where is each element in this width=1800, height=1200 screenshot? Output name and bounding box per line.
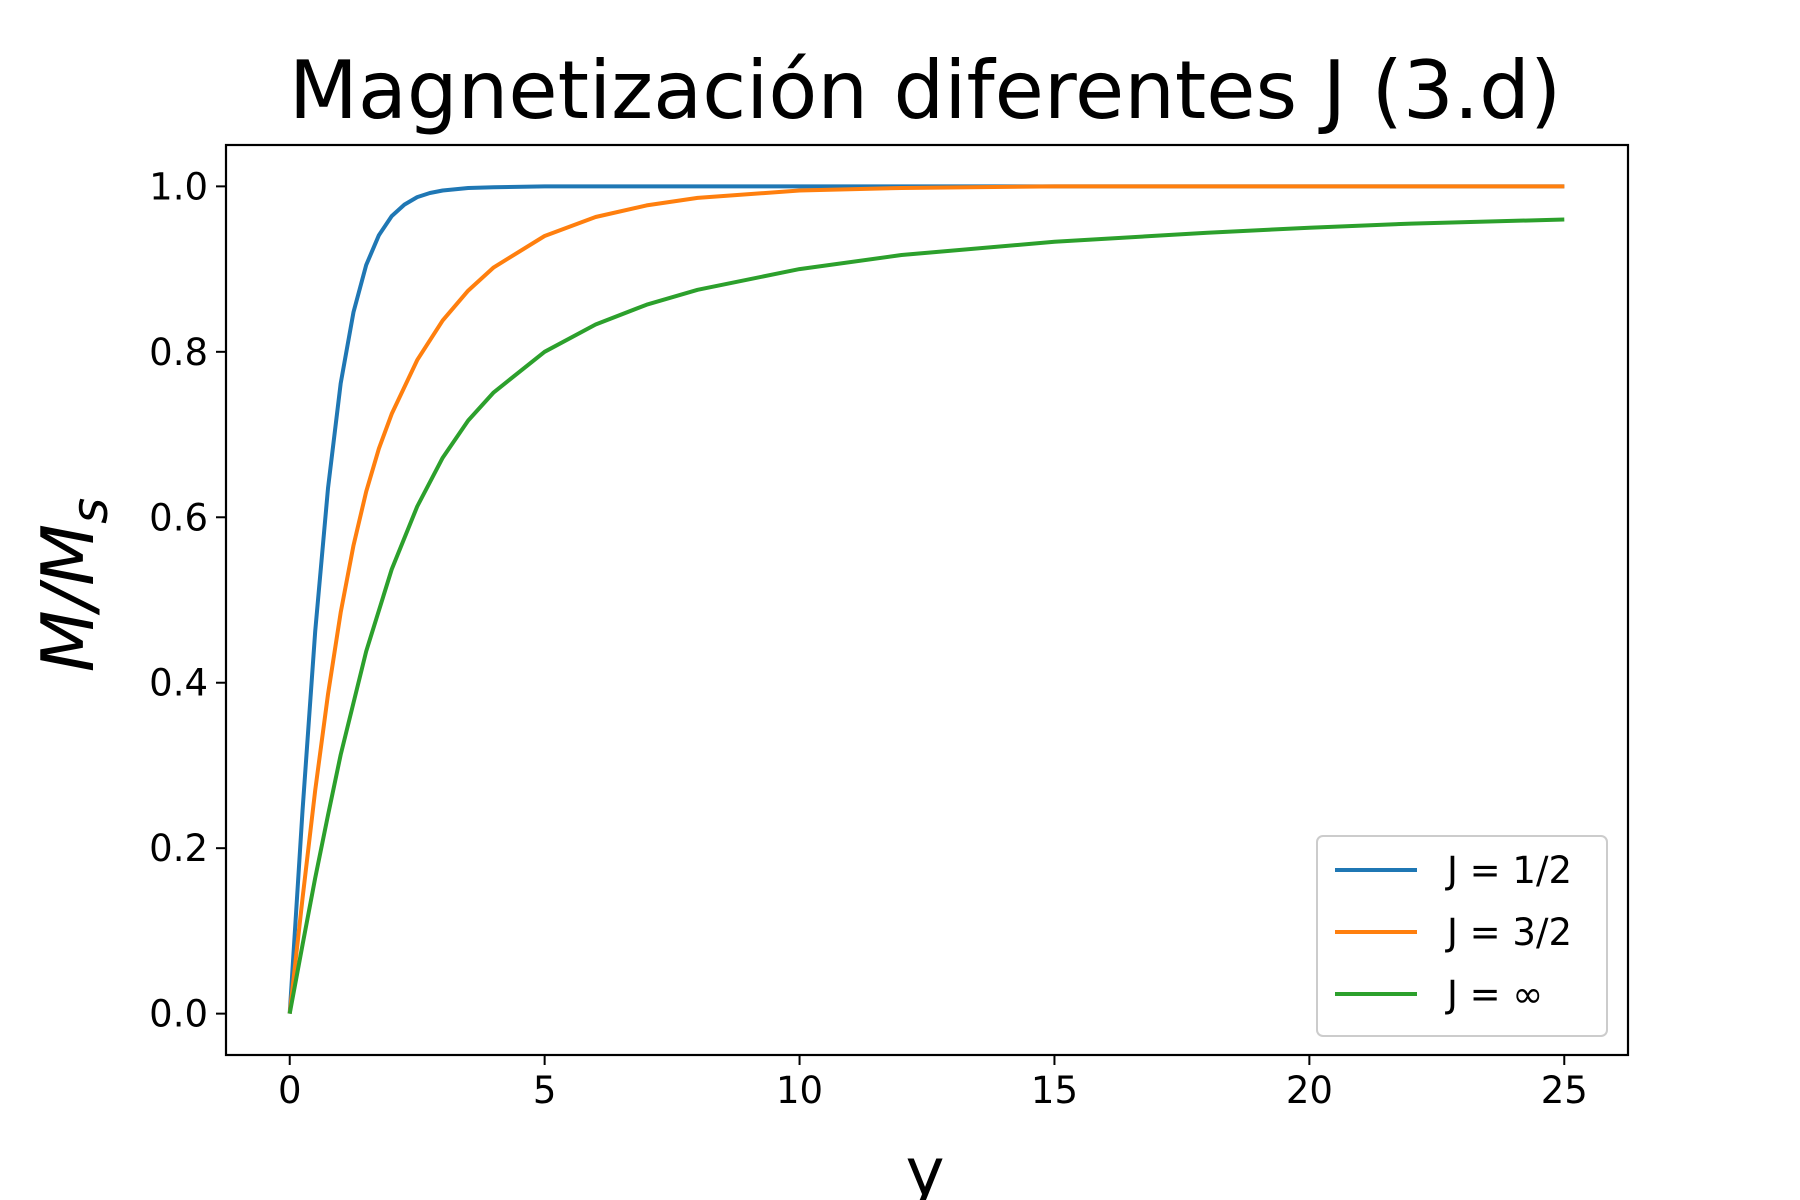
legend: J = 1/2 J = 3/2 J = ∞: [1316, 835, 1608, 1037]
y-tick-label: 0.2: [149, 827, 208, 870]
y-tick-label: 1.0: [149, 165, 208, 208]
y-tick-label: 0.0: [149, 993, 208, 1036]
y-axis-label: M/Ms: [26, 498, 119, 673]
y-axis-label-subscript: s: [61, 498, 119, 524]
svg-text:M/Ms: M/Ms: [26, 498, 119, 673]
legend-label-2: J = 3/2: [1445, 911, 1572, 954]
series-line-2: [287, 184, 1565, 1014]
y-tick-label: 0.4: [149, 662, 208, 705]
y-tick-label: 0.6: [149, 496, 208, 539]
legend-label-3: J = ∞: [1445, 973, 1543, 1016]
x-tick-label: 10: [776, 1069, 823, 1112]
chart-title: Magnetización diferentes J (3.d): [289, 44, 1561, 137]
x-tick-label: 15: [1031, 1069, 1078, 1112]
x-axis: 0 5 10 15 20 25: [278, 1055, 1588, 1112]
plot-area: [224, 143, 1630, 1057]
series-line-3: [287, 217, 1565, 1014]
y-axis-label-main: M/M: [26, 524, 110, 673]
y-axis: 0.0 0.2 0.4 0.6 0.8 1.0: [149, 165, 226, 1036]
x-tick-label: 20: [1286, 1069, 1333, 1112]
x-axis-label: y: [905, 1134, 944, 1200]
x-tick-label: 5: [533, 1069, 557, 1112]
legend-box: [1316, 835, 1608, 1037]
x-tick-label: 0: [278, 1069, 302, 1112]
y-tick-label: 0.8: [149, 331, 208, 374]
x-tick-label: 25: [1541, 1069, 1588, 1112]
legend-label-1: J = 1/2: [1445, 849, 1572, 892]
axes-frame: [224, 143, 1630, 1057]
series-line-1: [287, 184, 1565, 1014]
